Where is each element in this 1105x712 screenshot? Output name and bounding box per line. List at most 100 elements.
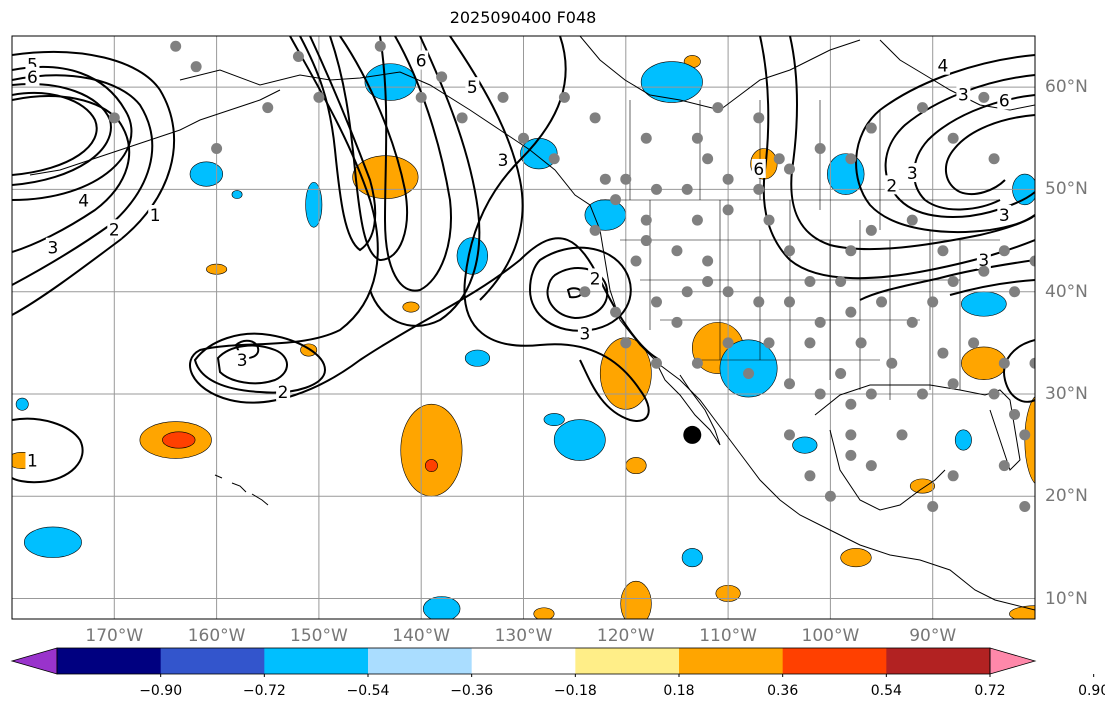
contour-trough-4 <box>379 36 452 292</box>
station-dot <box>743 368 755 380</box>
contour-label: 5 <box>467 78 478 98</box>
shaded-region-13 <box>840 548 872 568</box>
contour-label-bg <box>235 350 250 370</box>
shaded-region-30 <box>827 153 865 195</box>
contour-label: 3 <box>999 206 1010 226</box>
contour-label: 3 <box>579 325 590 345</box>
contour-label: 4 <box>938 57 949 77</box>
station-dot <box>927 500 939 512</box>
contour-west-1 <box>12 50 175 316</box>
station-dot <box>702 255 714 267</box>
station-dot <box>1019 429 1031 441</box>
station-dot <box>763 337 775 349</box>
contour-label: 6 <box>27 68 38 88</box>
shaded-region-11 <box>620 580 652 619</box>
contour-trough-1 <box>189 36 661 404</box>
shaded-region-24 <box>189 161 224 187</box>
canada-province-borders <box>629 100 881 230</box>
station-dot <box>620 337 632 349</box>
station-dot <box>835 275 847 287</box>
contour-mid-low-1 <box>193 332 327 394</box>
contour-west-3 <box>12 95 131 253</box>
station-dot <box>1009 286 1021 298</box>
station-dot <box>865 460 877 472</box>
shaded-region-41 <box>15 397 29 411</box>
contour-label-bg <box>884 175 899 195</box>
station-dot <box>916 102 928 114</box>
shaded-region-23 <box>640 61 703 103</box>
station-dot <box>671 245 683 257</box>
contour-low-center <box>528 246 632 332</box>
colorbar <box>10 647 1095 677</box>
station-dot <box>691 214 703 226</box>
station-dot <box>753 112 765 124</box>
station-dot <box>998 357 1010 369</box>
graticule <box>12 36 1035 619</box>
colorbar-extend-high <box>989 647 1037 675</box>
station-dot <box>640 214 652 226</box>
map-title: 2025090400 F048 <box>449 8 597 27</box>
contour-sw <box>12 417 84 484</box>
station-dot <box>681 286 693 298</box>
station-dot <box>712 102 724 114</box>
station-dot <box>292 50 304 62</box>
shaded-region-14 <box>909 478 936 494</box>
contour-label: 1 <box>27 451 38 471</box>
latitude-tick-label: 40°N <box>1045 281 1088 302</box>
colorbar-segment <box>160 648 265 674</box>
colorbar-segment <box>57 648 162 674</box>
contour-lines <box>12 36 1035 484</box>
contour-east-3 <box>855 54 1035 233</box>
station-dot <box>599 173 611 185</box>
shaded-region-40 <box>543 413 565 426</box>
latitude-tick-label: 50°N <box>1045 179 1088 200</box>
station-dot <box>906 214 918 226</box>
colorbar-tick-label: −0.72 <box>242 683 286 699</box>
station-dot <box>886 357 898 369</box>
station-dot <box>773 153 785 165</box>
colorbar-tick-label: −0.90 <box>139 683 183 699</box>
station-dot <box>845 153 857 165</box>
station-dot <box>702 153 714 165</box>
contour-label-bg <box>997 90 1012 110</box>
station-dot <box>835 368 847 380</box>
shaded-region-37 <box>954 429 972 451</box>
baja-coast <box>654 359 721 446</box>
station-dot <box>916 388 928 400</box>
contour-label-bg <box>107 219 122 239</box>
station-dot <box>691 132 703 144</box>
contour-label: 1 <box>150 206 161 226</box>
colorbar-tick-label: −0.36 <box>450 683 494 699</box>
station-dot <box>722 286 734 298</box>
contour-east-2 <box>789 36 1035 251</box>
station-dot <box>589 112 601 124</box>
contour-label-bg <box>465 77 480 97</box>
colorbar-tick-label: 0.18 <box>663 683 695 699</box>
contour-label: 6 <box>753 160 764 180</box>
station-dot <box>753 183 765 195</box>
aleutian-islands <box>29 89 281 176</box>
station-dot <box>415 91 427 103</box>
station-dot <box>896 429 908 441</box>
contour-label: 6 <box>416 52 427 72</box>
station-dot <box>804 470 816 482</box>
contour-label: 2 <box>109 220 120 240</box>
station-dot <box>865 224 877 236</box>
station-dot <box>497 91 509 103</box>
shaded-region-19 <box>533 607 555 619</box>
station-dot <box>313 91 325 103</box>
station-dot <box>804 275 816 287</box>
station-dot <box>865 122 877 134</box>
station-dot <box>436 71 448 83</box>
station-dot <box>763 214 775 226</box>
contour-label-bg <box>577 323 592 343</box>
station-dot <box>845 429 857 441</box>
colorbar-tick-label: 0.72 <box>974 683 1006 699</box>
contour-label-bg <box>25 66 40 86</box>
contour-east-6 <box>945 114 1035 196</box>
colorbar-extend-low <box>10 647 58 675</box>
shaded-region-9 <box>1024 396 1035 484</box>
station-dot <box>374 40 386 52</box>
contour-label-bg <box>588 268 603 288</box>
